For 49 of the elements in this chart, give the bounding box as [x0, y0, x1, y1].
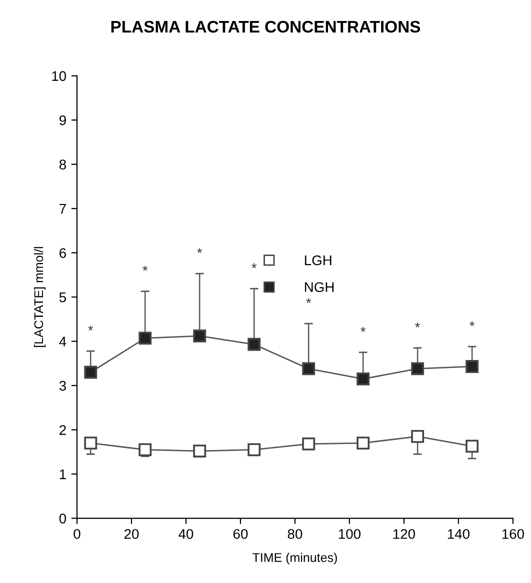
point — [411, 430, 424, 443]
annotation: * — [306, 298, 312, 304]
y-axis-title: [LACTATE] mmol/l — [34, 247, 46, 347]
point — [193, 330, 206, 342]
annotation: * — [142, 266, 148, 271]
y-tick-label: 5 — [59, 292, 66, 302]
y-tick-label: 3 — [59, 380, 66, 391]
point — [84, 366, 98, 379]
point — [356, 436, 370, 450]
annotation: * — [360, 326, 366, 332]
point — [248, 338, 261, 351]
point — [466, 360, 479, 373]
y-tick-label: 0 — [59, 514, 66, 524]
point — [84, 436, 98, 450]
x-tick-label: 40 — [178, 529, 194, 539]
x-tick-label: 100 — [338, 529, 361, 539]
y-tick-label: 6 — [60, 248, 66, 258]
point — [466, 440, 479, 453]
chart-title: PLASMA LACTATE CONCENTRATIONS — [111, 20, 420, 33]
y-tick-label: 4 — [59, 336, 66, 346]
x-tick-label: 80 — [288, 529, 302, 539]
y-tick-label: 9 — [60, 115, 66, 126]
annotation: * — [197, 248, 202, 254]
point — [302, 437, 316, 450]
x-axis-title: TIME (minutes) — [252, 552, 337, 564]
point — [193, 444, 206, 458]
point — [248, 443, 261, 456]
annotation: * — [88, 326, 94, 330]
x-tick-label: 20 — [124, 529, 139, 539]
annotation: * — [252, 263, 257, 268]
y-tick-label: 10 — [52, 71, 66, 81]
annotation: * — [470, 321, 475, 326]
y-tick-label: 2 — [60, 425, 66, 435]
legend-label: NGH — [304, 282, 334, 292]
x-tick-label: 140 — [448, 529, 470, 539]
y-tick-label: 1 — [60, 470, 66, 480]
point — [411, 362, 424, 376]
y-tick-label: 8 — [59, 160, 66, 170]
annotation: * — [415, 322, 420, 328]
point — [138, 332, 152, 345]
point — [356, 372, 370, 386]
x-tick-label: 160 — [502, 529, 524, 539]
x-tick-label: 0 — [74, 529, 80, 539]
point — [302, 362, 316, 376]
legend-label: LGH — [304, 255, 332, 266]
x-tick-label: 60 — [233, 529, 248, 539]
x-tick-label: 120 — [393, 529, 416, 539]
point — [138, 443, 152, 456]
y-tick-label: 7 — [60, 204, 66, 214]
